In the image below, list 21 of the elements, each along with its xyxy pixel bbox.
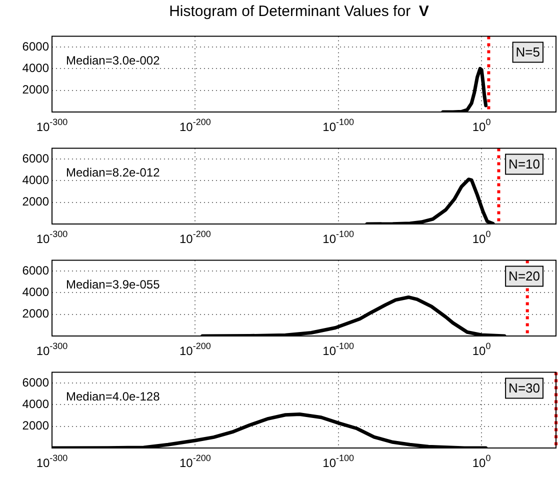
y-tick-label: 2000 [22,194,50,209]
y-tick-label: 4000 [22,397,50,411]
y-tick-label: 6000 [22,151,50,166]
y-tick-label: 6000 [22,263,50,278]
annotation: N=10 [508,156,540,172]
y-tick-label: 2000 [22,306,50,321]
y-tick-label: 4000 [22,285,50,299]
y-tick-label: 6000 [22,375,50,390]
annotation: Median=8.2e-012 [66,166,160,180]
annotation: N=20 [508,268,540,284]
y-tick-label: 4000 [22,173,50,187]
chart-title: Histogram of Determinant Values for V [168,2,430,22]
y-tick-label: 2000 [22,82,50,97]
annotation: Median=3.0e-002 [66,54,160,68]
y-tick-label: 2000 [22,418,50,433]
annotation: Median=3.9e-055 [66,278,160,292]
annotation: N=30 [508,380,540,396]
y-tick-label: 6000 [22,39,50,54]
annotation: N=5 [516,44,540,60]
y-tick-label: 4000 [22,61,50,75]
annotation: Median=4.0e-128 [66,390,160,404]
